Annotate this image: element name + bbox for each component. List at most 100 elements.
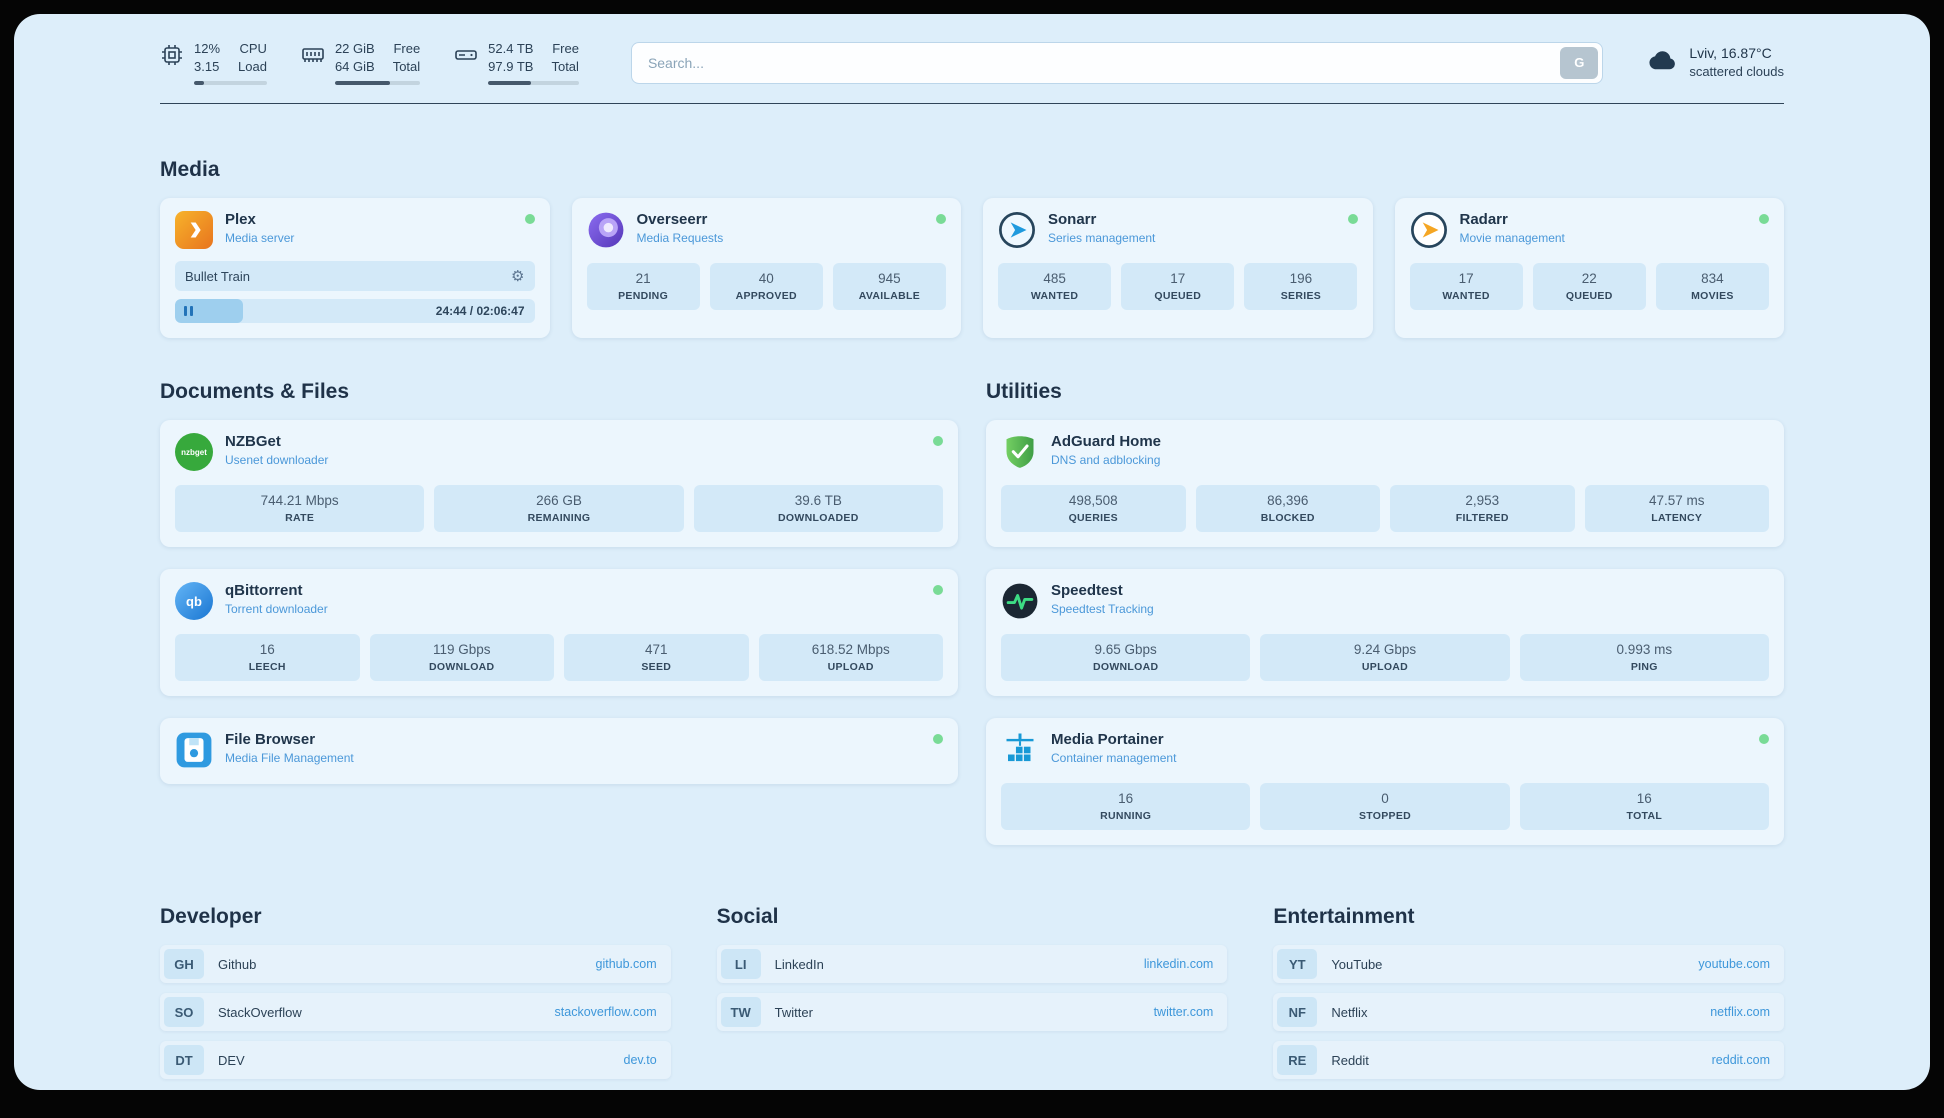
card-title: Sonarr [1048,211,1097,229]
adguard-icon [1001,433,1039,471]
cloud-icon [1645,43,1679,82]
card-portainer[interactable]: Media Portainer Container management 16 … [986,718,1784,846]
stat-download: 119 Gbps DOWNLOAD [369,634,554,682]
disk-total-value: 97.9 TB [488,59,534,75]
link-url[interactable]: netflix.com [1710,1005,1770,1020]
qbittorrent-icon-text: qb [186,593,202,609]
section-heading-developer: Developer [160,905,262,929]
gear-icon[interactable]: ⚙ [511,268,525,286]
link-reddit[interactable]: RE Reddit reddit.com [1273,1041,1784,1080]
cpu-progress-bar [194,81,267,86]
link-youtube[interactable]: YT YouTube youtube.com [1273,945,1784,984]
dashboard-panel: 12% 3.15 CPU Load [14,14,1930,1090]
status-dot [1347,214,1358,225]
link-url[interactable]: github.com [595,957,657,972]
card-speedtest[interactable]: Speedtest Speedtest Tracking 9.65 Gbps D… [986,569,1784,697]
ram-labels: Free Total [393,40,420,76]
link-url[interactable]: dev.to [623,1053,657,1068]
card-adguard[interactable]: AdGuard Home DNS and adblocking 498,508 … [986,420,1784,548]
link-stackoverflow[interactable]: SO StackOverflow stackoverflow.com [160,993,671,1032]
status-dot [933,734,943,745]
pause-icon[interactable] [184,306,193,317]
stat-upload: 9.24 Gbps UPLOAD [1260,634,1510,682]
link-linkedin[interactable]: LI LinkedIn linkedin.com [716,945,1228,984]
card-title: File Browser [225,731,316,749]
card-subtitle: DNS and adblocking [1051,453,1161,468]
card-radarr[interactable]: Radarr Movie management 17 WANTED 22 QUE… [1394,198,1784,339]
link-netflix[interactable]: NF Netflix netflix.com [1273,993,1784,1032]
card-overseerr[interactable]: Overseerr Media Requests 21 PENDING 40 A… [571,198,961,339]
stat-wanted: 17 WANTED [1409,263,1523,311]
link-url[interactable]: stackoverflow.com [554,1005,657,1020]
stat-remaining: 266 GB REMAINING [434,485,684,533]
nzbget-icon: nzbget [175,433,213,472]
card-qbittorrent[interactable]: qb qBittorrent Torrent downloader 16 LEE… [160,569,958,697]
stat-approved: 40 APPROVED [709,263,823,311]
link-url[interactable]: twitter.com [1153,1005,1214,1020]
section-heading-media: Media [160,158,220,182]
link-dev[interactable]: DT DEV dev.to [160,1041,671,1080]
link-name: LinkedIn [774,956,824,972]
stat-movies: 834 MOVIES [1655,263,1769,311]
link-name: Twitter [774,1004,813,1020]
section-utilities: Utilities [986,380,1784,846]
speedtest-icon [1001,582,1039,620]
search-input[interactable] [630,41,1604,84]
link-abbr: YT [1277,949,1318,980]
card-title: Media Portainer [1051,731,1164,749]
overseerr-icon [587,211,625,249]
status-dot [1759,734,1769,745]
cpu-label: CPU [239,41,267,56]
section-heading-social: Social [716,905,779,929]
card-subtitle: Series management [1048,231,1156,246]
cpu-progress-fill [194,81,205,86]
stat-ping: 0.993 ms PING [1519,634,1769,682]
link-abbr: LI [720,949,761,980]
section-social: Social LI LinkedIn linkedin.com TW Twitt… [716,905,1228,1079]
status-dot [1759,214,1769,225]
card-title: NZBGet [225,433,281,451]
card-subtitle: Torrent downloader [225,602,328,617]
ram-free-value: 22 GiB [334,41,375,56]
weather-condition: scattered clouds [1689,64,1784,80]
link-abbr: TW [720,997,761,1028]
section-heading-entertainment: Entertainment [1273,905,1415,929]
search-engine-button[interactable]: G [1560,46,1599,79]
link-github[interactable]: GH Github github.com [160,945,671,984]
link-url[interactable]: reddit.com [1711,1053,1770,1068]
card-filebrowser[interactable]: File Browser Media File Management [160,718,958,785]
stat-seed: 471 SEED [564,634,749,682]
card-title: qBittorrent [225,582,303,600]
card-nzbget[interactable]: nzbget NZBGet Usenet downloader 744.21 M… [160,420,958,548]
disk-free-label: Free [552,41,579,56]
disk-stat: 52.4 TB 97.9 TB Free Total [454,40,579,86]
card-subtitle: Movie management [1459,231,1565,246]
stat-filtered: 2,953 FILTERED [1390,485,1575,533]
cpu-labels: CPU Load [238,40,267,76]
ram-stat: 22 GiB 64 GiB Free Total [301,40,421,86]
stat-available: 945 AVAILABLE [832,263,946,311]
disk-values: 52.4 TB 97.9 TB [488,40,533,76]
card-plex[interactable]: Plex Media server Bullet Train ⚙ 24:44 /… [160,198,550,339]
disk-free-value: 52.4 TB [488,41,534,56]
cpu-icon [160,43,184,67]
stat-queued: 22 QUEUED [1532,263,1646,311]
ram-total-label: Total [392,59,421,75]
card-subtitle: Media server [225,231,295,246]
cpu-percent: 12% [194,41,221,56]
now-playing-title: Bullet Train [185,268,251,284]
ram-total-value: 64 GiB [334,59,375,75]
card-sonarr[interactable]: Sonarr Series management 485 WANTED 17 Q… [983,198,1373,339]
card-title: Speedtest [1051,582,1123,600]
stat-blocked: 86,396 BLOCKED [1195,485,1380,533]
link-url[interactable]: youtube.com [1698,957,1770,972]
link-name: Reddit [1331,1052,1369,1068]
playback-progress-bar: 24:44 / 02:06:47 [175,299,535,324]
card-subtitle: Usenet downloader [225,453,329,468]
filebrowser-icon [175,731,213,769]
status-dot [933,436,943,447]
cpu-load-value: 3.15 [194,59,220,75]
link-url[interactable]: linkedin.com [1143,957,1214,972]
link-twitter[interactable]: TW Twitter twitter.com [716,993,1228,1032]
weather-widget[interactable]: Lviv, 16.87°C scattered clouds [1645,43,1784,82]
